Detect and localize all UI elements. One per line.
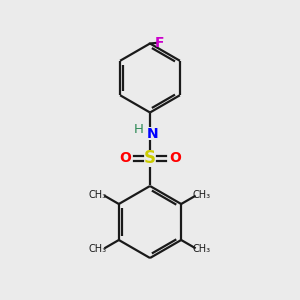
Text: CH₃: CH₃ [89, 244, 107, 254]
Text: O: O [119, 152, 131, 165]
Text: CH₃: CH₃ [193, 244, 211, 254]
Text: N: N [147, 127, 158, 140]
Text: O: O [169, 152, 181, 165]
Text: S: S [144, 149, 156, 167]
Text: CH₃: CH₃ [193, 190, 211, 200]
Text: F: F [155, 36, 164, 50]
Text: CH₃: CH₃ [89, 190, 107, 200]
Text: H: H [134, 123, 143, 136]
